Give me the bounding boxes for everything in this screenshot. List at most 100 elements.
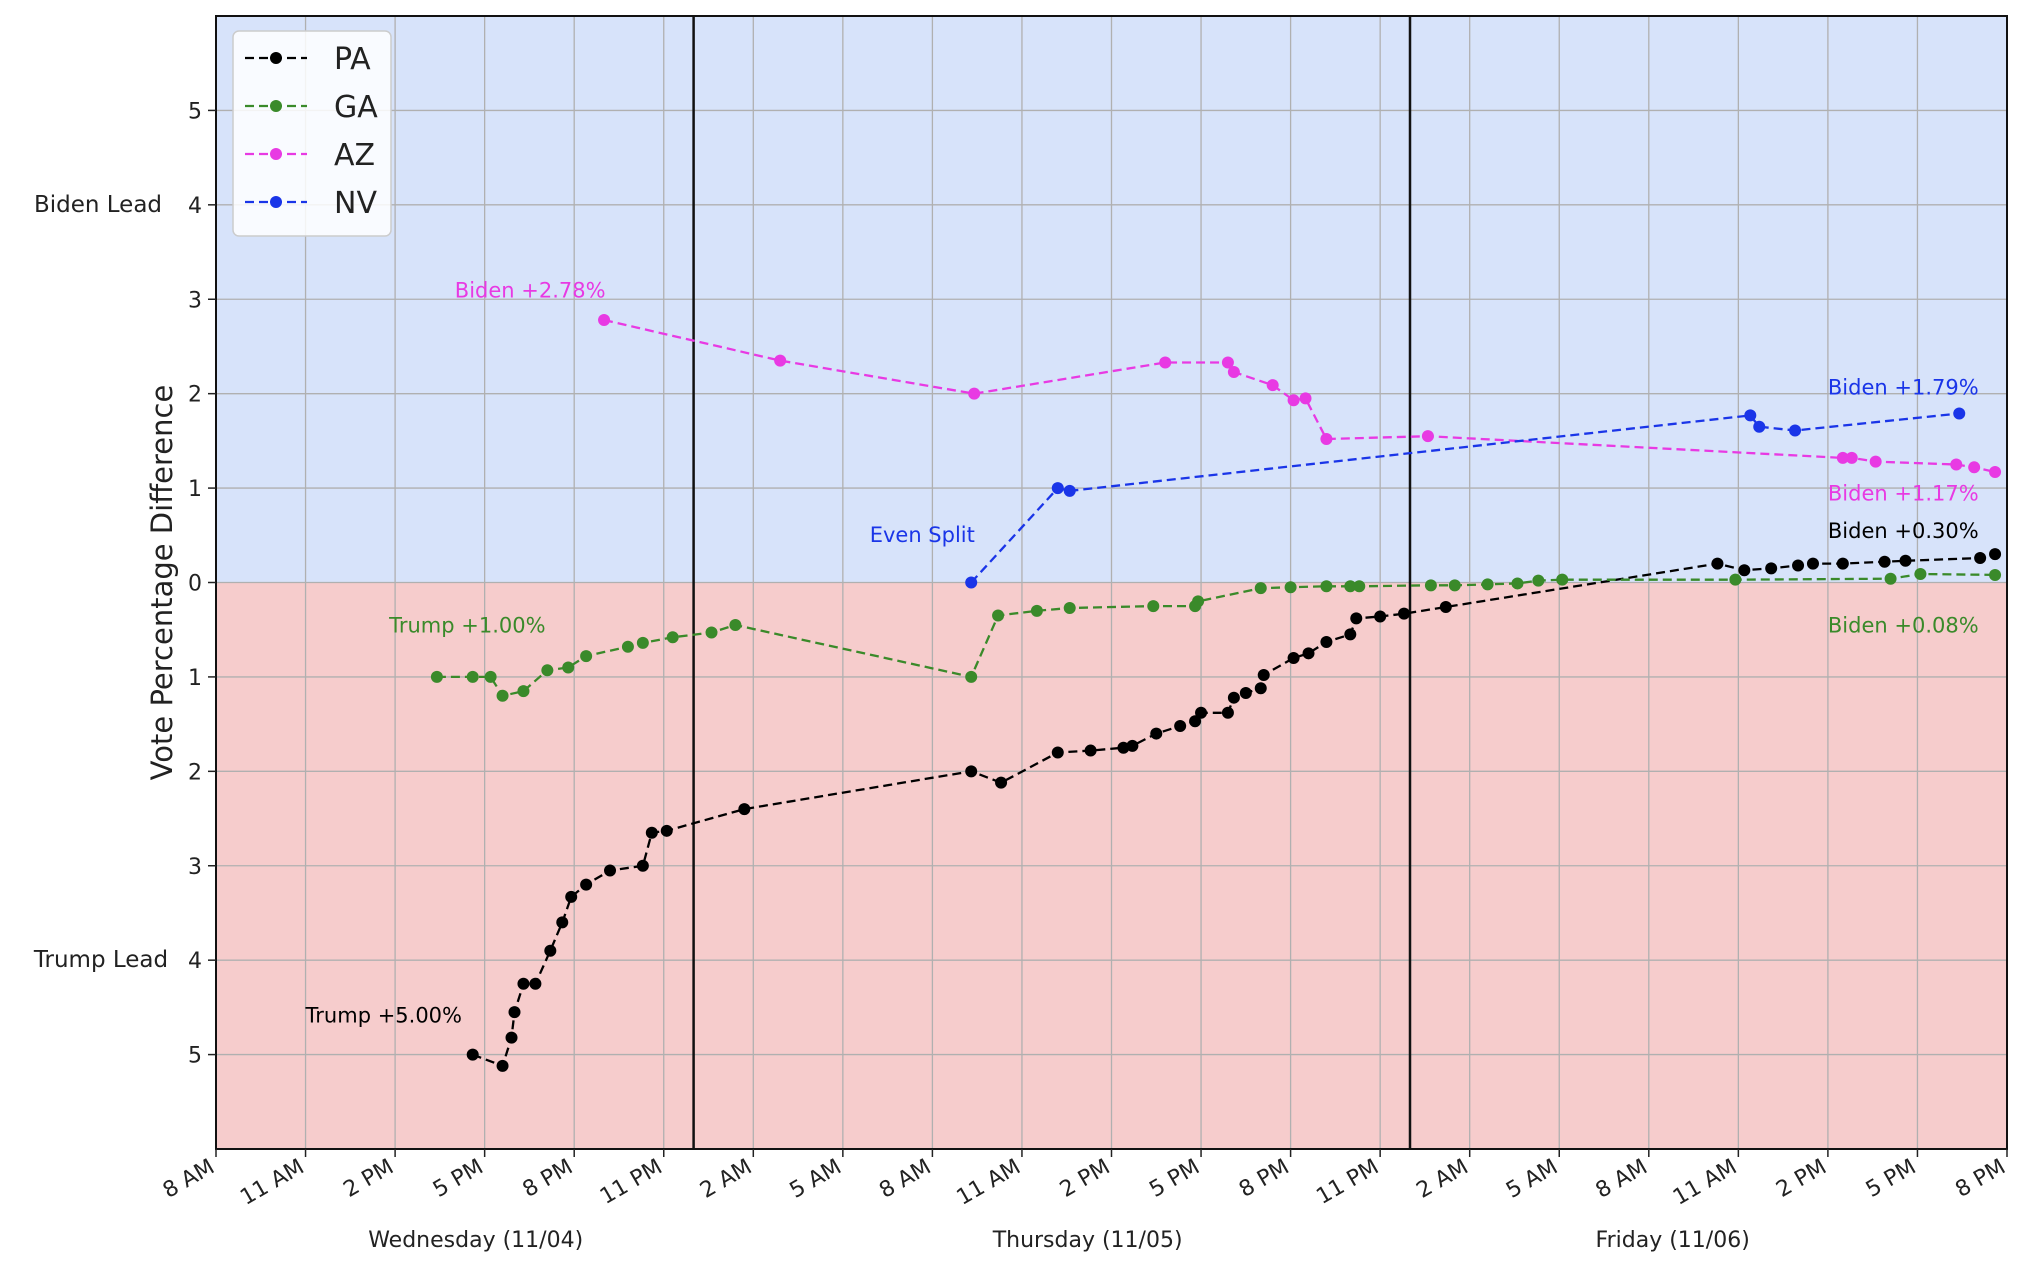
legend: PA GA AZ NV bbox=[232, 30, 392, 237]
legend-marker bbox=[270, 100, 282, 112]
data-point-ga bbox=[1063, 601, 1076, 614]
data-point-pa bbox=[1836, 557, 1849, 570]
legend-label: GA bbox=[334, 90, 378, 125]
data-point-pa bbox=[604, 864, 617, 877]
data-point-az bbox=[1869, 455, 1882, 468]
day-label: Thursday (11/05) bbox=[992, 1228, 1183, 1253]
data-point-pa bbox=[1320, 635, 1333, 648]
data-point-pa bbox=[544, 944, 557, 957]
annotation-label: Even Split bbox=[870, 523, 975, 547]
y-tick-label: 4 bbox=[188, 194, 202, 219]
data-point-az bbox=[1299, 392, 1312, 405]
annotations: Biden +2.78% Trump +1.00% Trump +5.00% Even… bbox=[305, 278, 1979, 1027]
x-tick-label: 11 AM bbox=[1669, 1155, 1741, 1211]
data-point-pa bbox=[1257, 669, 1270, 682]
day-label: Wednesday (11/04) bbox=[368, 1228, 583, 1253]
data-point-pa bbox=[1302, 647, 1315, 660]
data-point-az bbox=[1989, 466, 2002, 479]
data-point-az bbox=[968, 387, 981, 400]
legend-label: AZ bbox=[334, 138, 375, 173]
data-point-pa bbox=[508, 1006, 521, 1019]
biden-lead-label: Biden Lead bbox=[34, 192, 162, 218]
data-point-pa bbox=[636, 859, 649, 872]
data-point-pa bbox=[1174, 720, 1187, 733]
data-point-pa bbox=[1195, 706, 1208, 719]
data-point-nv bbox=[965, 576, 978, 589]
data-point-ga bbox=[541, 664, 554, 677]
data-point-pa bbox=[556, 916, 569, 929]
legend-marker bbox=[270, 52, 282, 64]
data-point-ga bbox=[1147, 600, 1160, 613]
data-point-az bbox=[1421, 430, 1434, 443]
data-point-ga bbox=[1989, 568, 2002, 581]
data-point-ga bbox=[1424, 579, 1437, 592]
y-tick-label: 0 bbox=[188, 572, 202, 597]
data-point-ga bbox=[1914, 568, 1927, 581]
data-point-pa bbox=[1084, 744, 1097, 757]
x-tick-label: 5 PM bbox=[1145, 1155, 1204, 1203]
data-point-pa bbox=[645, 826, 658, 839]
data-point-az bbox=[1845, 451, 1858, 464]
data-point-ga bbox=[430, 670, 443, 683]
data-point-ga bbox=[729, 618, 742, 631]
y-tick-label: 5 bbox=[188, 99, 202, 124]
data-point-az bbox=[774, 354, 787, 367]
data-point-nv bbox=[1744, 409, 1757, 422]
data-point-ga bbox=[621, 640, 634, 653]
data-point-ga bbox=[1532, 574, 1545, 587]
x-tick-label: 2 PM bbox=[339, 1155, 398, 1203]
data-point-pa bbox=[1439, 601, 1452, 614]
data-point-nv bbox=[1063, 484, 1076, 497]
legend-item-az: AZ bbox=[245, 138, 375, 173]
legend-marker bbox=[270, 196, 282, 208]
x-tick-label: 5 AM bbox=[786, 1155, 846, 1204]
series-line-az bbox=[603, 318, 1996, 474]
series-pa bbox=[466, 548, 2002, 1072]
x-tick-label: 8 AM bbox=[875, 1155, 935, 1204]
data-point-ga bbox=[1344, 580, 1357, 593]
data-point-pa bbox=[1239, 686, 1252, 699]
data-point-ga bbox=[992, 609, 1005, 622]
annotation-label: Trump +1.00% bbox=[388, 614, 545, 638]
x-tick-label: 8 PM bbox=[1951, 1155, 2010, 1203]
data-point-pa bbox=[580, 878, 593, 891]
data-point-az bbox=[1968, 461, 1981, 474]
y-tick-label: 1 bbox=[188, 666, 202, 691]
data-point-ga bbox=[666, 631, 679, 644]
y-tick-label: 2 bbox=[188, 760, 202, 785]
data-point-ga bbox=[580, 650, 593, 663]
x-tick-label: 5 AM bbox=[1502, 1155, 1562, 1204]
data-point-ga bbox=[1284, 581, 1297, 594]
x-tick-label: 8 PM bbox=[519, 1155, 578, 1203]
y-tick-label: 3 bbox=[188, 288, 202, 313]
data-point-pa bbox=[529, 977, 542, 990]
data-point-az bbox=[1836, 451, 1849, 464]
legend-label: NV bbox=[334, 186, 377, 221]
data-point-pa bbox=[1189, 715, 1202, 728]
data-point-az bbox=[1159, 356, 1172, 369]
x-tick-label: 2 AM bbox=[696, 1155, 756, 1204]
data-point-az bbox=[1227, 365, 1240, 378]
annotation-label: Biden +1.17% bbox=[1828, 481, 1979, 505]
legend-box bbox=[232, 30, 392, 237]
data-point-pa bbox=[1344, 628, 1357, 641]
data-point-pa bbox=[660, 824, 673, 837]
legend-label: PA bbox=[334, 42, 371, 77]
data-point-ga bbox=[636, 636, 649, 649]
data-point-pa bbox=[995, 776, 1008, 789]
data-point-ga bbox=[1353, 580, 1366, 593]
data-point-pa bbox=[1765, 562, 1778, 575]
series-layer bbox=[430, 314, 2002, 1072]
x-tick-label: 11 AM bbox=[953, 1155, 1025, 1211]
y-tick-label: 4 bbox=[188, 949, 202, 974]
data-point-pa bbox=[565, 890, 578, 903]
data-point-az bbox=[1287, 394, 1300, 407]
data-point-pa bbox=[1899, 554, 1912, 567]
data-point-pa bbox=[1051, 746, 1064, 759]
series-ga bbox=[430, 568, 2002, 702]
annotation-label: Biden +2.78% bbox=[455, 278, 606, 302]
data-point-pa bbox=[1974, 551, 1987, 564]
data-point-ga bbox=[1481, 578, 1494, 591]
data-point-pa bbox=[1221, 706, 1234, 719]
